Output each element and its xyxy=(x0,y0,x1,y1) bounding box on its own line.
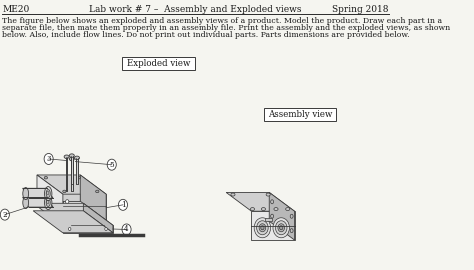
Circle shape xyxy=(261,226,264,230)
Polygon shape xyxy=(23,197,53,207)
Polygon shape xyxy=(23,188,53,198)
Ellipse shape xyxy=(96,190,99,193)
Polygon shape xyxy=(80,175,106,220)
Text: 3: 3 xyxy=(46,155,51,163)
Bar xyxy=(122,57,194,70)
Ellipse shape xyxy=(271,200,273,204)
Ellipse shape xyxy=(271,214,273,218)
Polygon shape xyxy=(269,193,294,240)
Ellipse shape xyxy=(44,177,47,179)
Text: separate file, then mate them properly in an assembly file. Print the assembly a: separate file, then mate them properly i… xyxy=(2,24,451,32)
Circle shape xyxy=(65,211,69,215)
Ellipse shape xyxy=(63,190,66,193)
Ellipse shape xyxy=(290,214,293,218)
Ellipse shape xyxy=(46,198,50,207)
Text: below. Also, include flow lines. Do not print out individual parts. Parts dimens: below. Also, include flow lines. Do not … xyxy=(2,31,410,39)
Circle shape xyxy=(44,153,53,164)
Circle shape xyxy=(118,199,128,210)
Ellipse shape xyxy=(23,188,28,200)
Text: 0: 0 xyxy=(46,200,49,205)
Circle shape xyxy=(122,224,131,235)
Circle shape xyxy=(278,224,284,232)
Text: 5: 5 xyxy=(109,161,114,169)
Ellipse shape xyxy=(286,208,290,211)
Text: Assembly view: Assembly view xyxy=(268,110,332,119)
Ellipse shape xyxy=(274,208,278,211)
Polygon shape xyxy=(37,175,80,201)
Ellipse shape xyxy=(231,193,235,196)
Circle shape xyxy=(280,226,283,230)
Polygon shape xyxy=(71,156,73,184)
Ellipse shape xyxy=(69,157,74,161)
Text: ME20: ME20 xyxy=(2,5,30,14)
Polygon shape xyxy=(251,211,294,240)
Bar xyxy=(264,108,337,121)
Polygon shape xyxy=(37,175,106,194)
Ellipse shape xyxy=(250,208,255,211)
Ellipse shape xyxy=(290,229,293,233)
Polygon shape xyxy=(226,193,294,211)
Circle shape xyxy=(65,200,69,204)
Ellipse shape xyxy=(77,177,81,179)
Ellipse shape xyxy=(74,156,80,160)
Circle shape xyxy=(254,218,271,238)
Ellipse shape xyxy=(266,193,270,196)
Polygon shape xyxy=(66,157,67,191)
Text: 1: 1 xyxy=(120,201,125,209)
Polygon shape xyxy=(63,225,113,233)
Text: 4: 4 xyxy=(124,225,129,234)
Polygon shape xyxy=(83,203,113,233)
Polygon shape xyxy=(71,159,73,191)
Text: Lab work # 7 –  Assembly and Exploded views: Lab work # 7 – Assembly and Exploded vie… xyxy=(89,5,301,14)
Circle shape xyxy=(68,228,71,231)
Text: 2: 2 xyxy=(2,211,7,219)
Polygon shape xyxy=(33,203,113,225)
Polygon shape xyxy=(63,194,106,220)
Polygon shape xyxy=(76,158,78,184)
Ellipse shape xyxy=(261,208,265,211)
Text: The figure below shows an exploded and assembly views of a product. Model the pr: The figure below shows an exploded and a… xyxy=(2,17,443,25)
Circle shape xyxy=(107,159,116,170)
Text: Spring 2018: Spring 2018 xyxy=(332,5,388,14)
Ellipse shape xyxy=(69,154,74,157)
Circle shape xyxy=(0,209,9,220)
Ellipse shape xyxy=(45,195,52,210)
Text: 0: 0 xyxy=(46,191,49,196)
Ellipse shape xyxy=(23,197,28,208)
Polygon shape xyxy=(33,211,113,233)
Circle shape xyxy=(256,221,268,235)
Circle shape xyxy=(259,224,266,232)
Circle shape xyxy=(275,221,287,235)
Ellipse shape xyxy=(64,155,69,158)
Circle shape xyxy=(105,228,107,231)
Polygon shape xyxy=(37,175,63,220)
Circle shape xyxy=(273,218,290,238)
Text: Exploded view: Exploded view xyxy=(127,59,190,68)
Ellipse shape xyxy=(45,187,52,201)
Polygon shape xyxy=(265,218,272,221)
Ellipse shape xyxy=(46,190,50,198)
